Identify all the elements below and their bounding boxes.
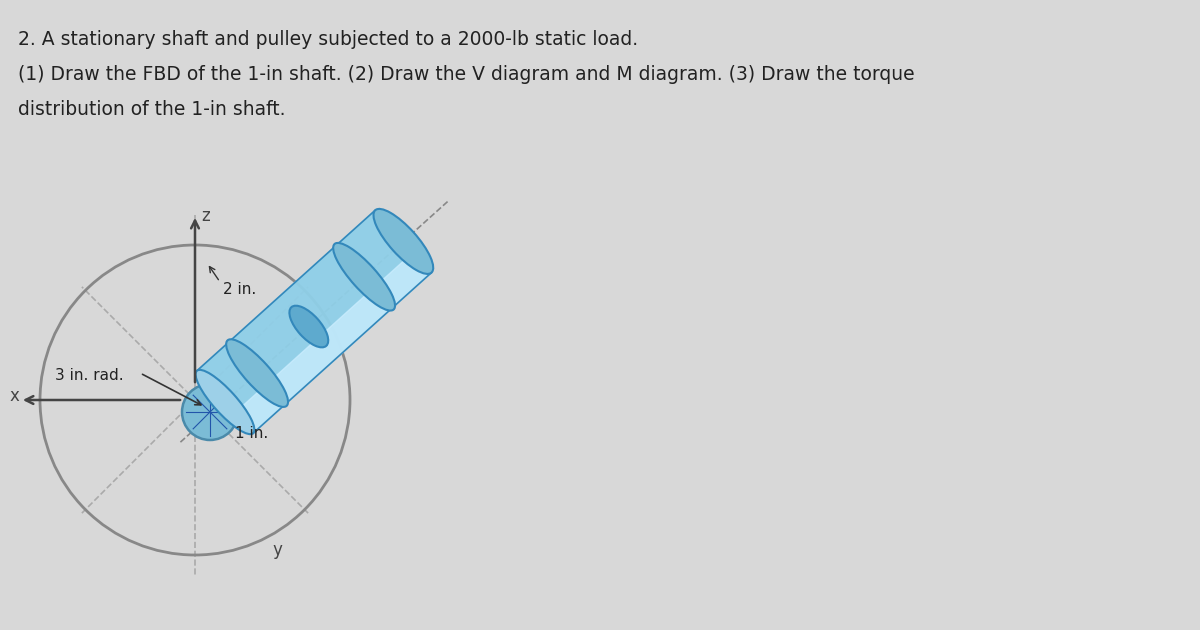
Text: x: x	[10, 387, 20, 405]
Text: distribution of the 1-in shaft.: distribution of the 1-in shaft.	[18, 100, 286, 119]
Polygon shape	[197, 210, 432, 433]
Circle shape	[182, 384, 238, 440]
Polygon shape	[235, 253, 432, 433]
Ellipse shape	[334, 243, 395, 311]
Text: (1) Draw the FBD of the 1-in shaft. (2) Draw the V diagram and M diagram. (3) Dr: (1) Draw the FBD of the 1-in shaft. (2) …	[18, 65, 914, 84]
Ellipse shape	[196, 370, 254, 434]
Text: 2. A stationary shaft and pulley subjected to a 2000-lb static load.: 2. A stationary shaft and pulley subject…	[18, 30, 638, 49]
Ellipse shape	[289, 306, 329, 347]
Text: 1 in.: 1 in.	[235, 427, 269, 442]
Text: z: z	[202, 207, 210, 225]
Text: y: y	[272, 541, 282, 559]
Text: 2 in.: 2 in.	[223, 282, 257, 297]
Ellipse shape	[373, 209, 433, 274]
Ellipse shape	[226, 339, 288, 407]
Text: 3 in. rad.: 3 in. rad.	[55, 367, 124, 382]
